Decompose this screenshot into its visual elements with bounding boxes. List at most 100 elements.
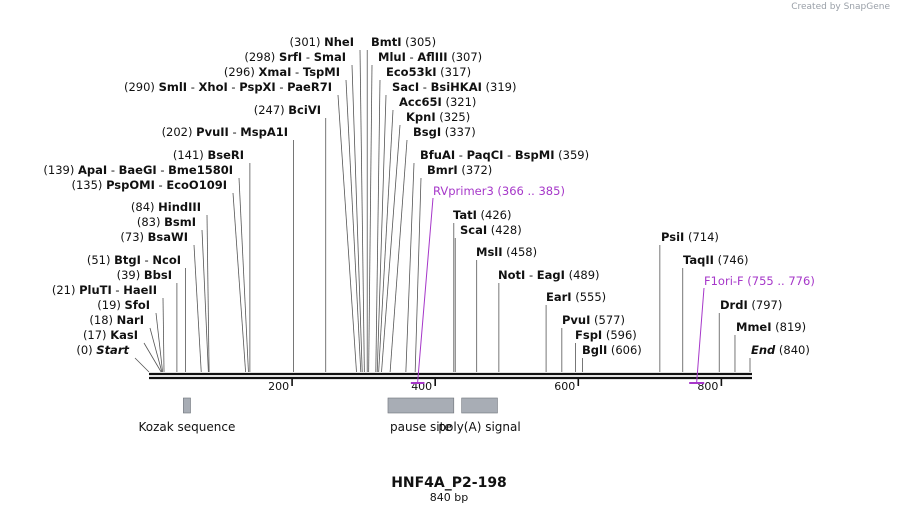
separator: - <box>503 148 514 162</box>
cut-position: (21) <box>52 283 79 297</box>
enzyme-name: PvuI <box>562 313 590 327</box>
primer-range: (755 .. 776) <box>744 274 815 288</box>
cut-position: (73) <box>120 230 147 244</box>
cut-line <box>143 342 162 373</box>
enzyme-name: BspMI <box>515 148 555 162</box>
enzyme-label-row: PsiI (714) <box>661 230 719 244</box>
enzyme-name: PspXI <box>239 80 275 94</box>
cut-position: (141) <box>173 148 208 162</box>
cut-position: (596) <box>602 328 637 342</box>
feature-box <box>387 397 455 414</box>
enzyme-label-row: Acc65I (321) <box>399 95 476 109</box>
enzyme-label-row: (83) BsmI <box>137 215 196 229</box>
enzyme-name: BglI <box>582 343 607 357</box>
enzyme-label-row: (247) BciVI <box>254 103 321 117</box>
primer-name: RVprimer3 <box>433 184 494 198</box>
enzyme-label-row: BfuAI - PaqCI - BspMI (359) <box>420 148 589 162</box>
enzyme-label-row: TaqII (746) <box>683 253 749 267</box>
enzyme-label-row: TatI (426) <box>453 208 512 222</box>
cut-line <box>193 244 202 373</box>
cut-position: (359) <box>555 148 590 162</box>
enzyme-label-row: (139) ApaI - BaeGI - Bme1580I <box>43 163 233 177</box>
cut-position: (298) <box>244 50 279 64</box>
enzyme-name: BseRI <box>207 148 244 162</box>
ruler-tick-label: 800 <box>697 380 718 393</box>
enzyme-name: TaqII <box>683 253 714 267</box>
primer-connector <box>696 287 705 383</box>
enzyme-name: MluI <box>378 50 406 64</box>
enzyme-name: SfoI <box>125 298 150 312</box>
separator: - <box>157 163 168 177</box>
cut-lines <box>134 49 751 373</box>
cut-line <box>376 94 387 373</box>
enzyme-name: PvuII <box>196 125 229 139</box>
cut-line <box>201 229 209 373</box>
cut-position: (426) <box>477 208 512 222</box>
enzyme-name: TspMI <box>303 65 340 79</box>
enzyme-label-row: (19) SfoI <box>97 298 150 312</box>
cut-position: (296) <box>224 65 259 79</box>
ruler-tick-label: 600 <box>554 380 575 393</box>
enzyme-name: KpnI <box>406 110 436 124</box>
enzyme-label-row: (0) Start <box>76 343 129 357</box>
enzyme-name: MspA1I <box>240 125 288 139</box>
enzyme-label-row: EarI (555) <box>546 290 606 304</box>
primer-range: (366 .. 385) <box>494 184 565 198</box>
enzyme-name: PspOMI <box>106 178 155 192</box>
enzyme-labels: (301) NheI BmtI (305) (298) SrfI - SmaI Mlu… <box>43 35 809 357</box>
ruler-tick-label: 200 <box>268 380 289 393</box>
enzyme-name: XmaI <box>259 65 292 79</box>
enzyme-name: Bme1580I <box>168 163 233 177</box>
sequence-title: HNF4A_P2-198 <box>391 475 507 491</box>
cut-line <box>389 139 408 373</box>
enzyme-name: BciVI <box>288 103 321 117</box>
separator: - <box>229 125 240 139</box>
enzyme-name: NotI <box>498 268 525 282</box>
cut-position: (247) <box>254 103 289 117</box>
enzyme-label-row: (39) BbsI <box>117 268 172 282</box>
cut-position: (458) <box>503 245 538 259</box>
enzyme-name: ScaI <box>460 223 487 237</box>
enzyme-label-row: SacI - BsiHKAI (319) <box>392 80 516 94</box>
enzyme-label-row: (298) SrfI - SmaI <box>244 50 346 64</box>
feature-box <box>183 397 191 414</box>
separator: - <box>291 65 302 79</box>
cut-line <box>378 109 394 373</box>
enzyme-name: Eco53kI <box>386 65 437 79</box>
cut-line <box>414 177 422 373</box>
enzyme-label-row: MslI (458) <box>476 245 537 259</box>
separator: - <box>155 178 166 192</box>
enzyme-name: ApaI <box>78 163 107 177</box>
cut-position: (819) <box>772 320 807 334</box>
enzyme-name: EcoO109I <box>166 178 227 192</box>
enzyme-name: KasI <box>110 328 138 342</box>
enzyme-name: BsgI <box>413 125 441 139</box>
enzyme-name: BtgI <box>114 253 141 267</box>
cut-position: (321) <box>442 95 477 109</box>
enzyme-label-row: MmeI (819) <box>736 320 806 334</box>
enzyme-name: SmaI <box>314 50 346 64</box>
cut-line <box>162 297 165 373</box>
enzyme-name: PaqCI <box>467 148 504 162</box>
cut-line <box>405 162 415 373</box>
cut-line <box>155 312 163 373</box>
enzyme-label-row: (141) BseRI <box>173 148 244 162</box>
separator: - <box>525 268 536 282</box>
enzyme-label-row: BglI (606) <box>582 343 642 357</box>
enzyme-name: EagI <box>537 268 565 282</box>
cut-position: (39) <box>117 268 144 282</box>
enzyme-name: SacI <box>392 80 419 94</box>
enzyme-label-row: BmrI (372) <box>427 163 492 177</box>
enzyme-label-row: BmtI (305) <box>371 35 436 49</box>
enzyme-label-row: (135) PspOMI - EcoO109I <box>71 178 227 192</box>
enzyme-name: DrdI <box>720 298 748 312</box>
enzyme-name: NheI <box>324 35 354 49</box>
enzyme-name: BaeGI <box>119 163 157 177</box>
cut-line <box>149 327 163 373</box>
cut-position: (17) <box>83 328 110 342</box>
enzyme-label-row: (296) XmaI - TspMI <box>224 65 340 79</box>
enzyme-name: NcoI <box>152 253 181 267</box>
separator: - <box>228 80 239 94</box>
cut-line <box>368 64 373 373</box>
